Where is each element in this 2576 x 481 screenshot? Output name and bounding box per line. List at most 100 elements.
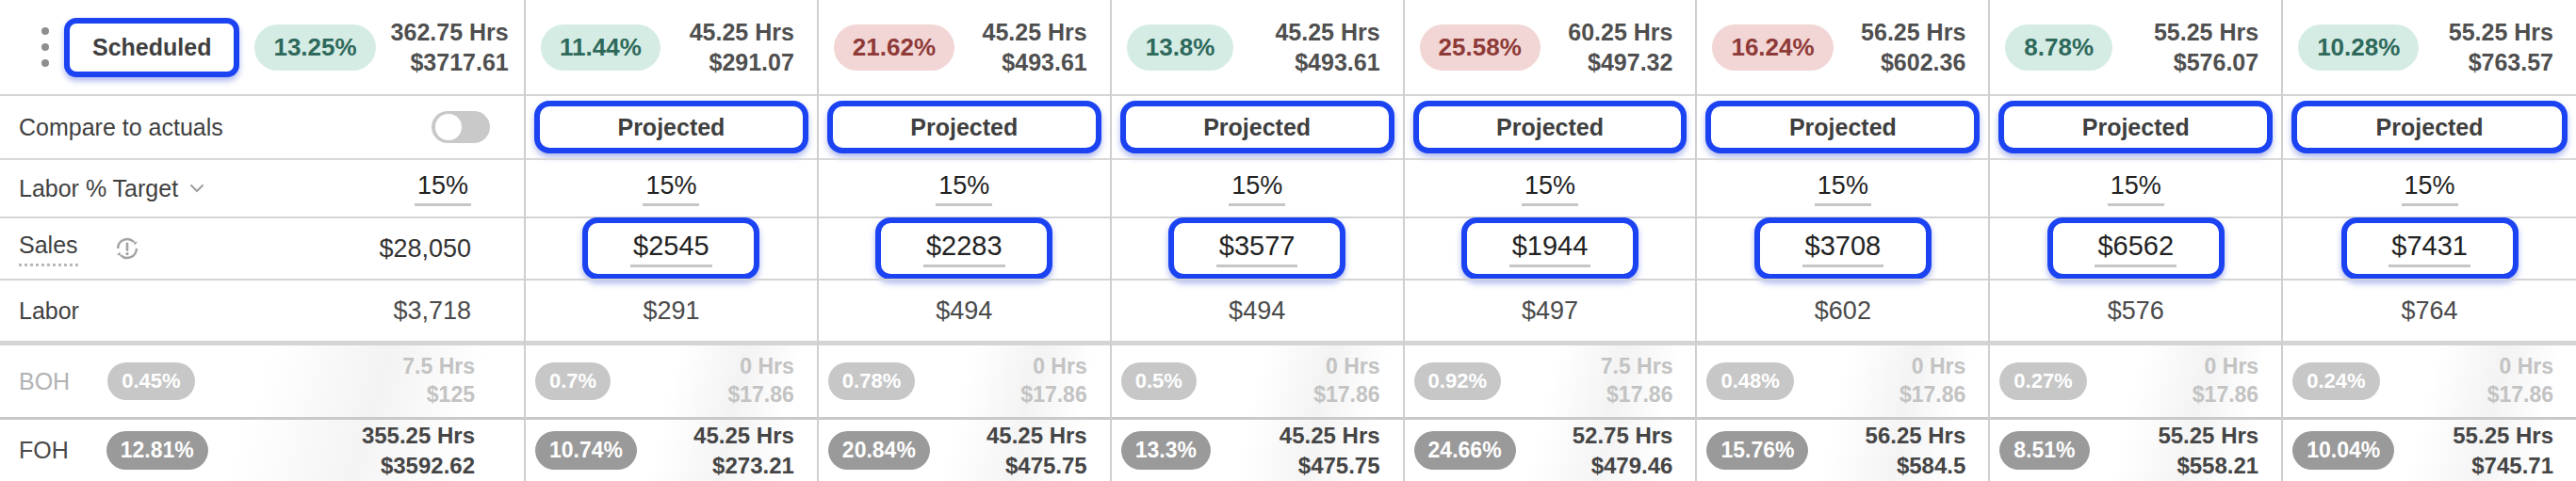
foh-cell: 8.51% 55.25 Hrs$558.21 [1990,417,2281,481]
foh-values: 45.25 Hrs$475.75 [1280,421,1380,479]
boh-percent-badge: 0.7% [535,362,611,400]
boh-percent-badge: 0.27% [1999,362,2086,400]
labor-target-value[interactable]: 15% [2108,171,2164,206]
boh-cell: 0.7% 0 Hrs$17.86 [526,341,817,417]
sales-value-input[interactable]: $2545 [582,217,759,280]
day-column: 10.28% 55.25 Hrs$763.57 Projected 15% $7… [2283,0,2576,481]
day-header-cell: 16.24% 56.25 Hrs$602.36 [1697,0,1988,94]
foh-percent-badge: 24.66% [1414,431,1516,470]
labor-target-value[interactable]: 15% [2402,171,2458,206]
labor-target-value[interactable]: 15% [936,171,992,206]
labor-value: $291 [643,297,699,326]
day-column: 25.58% 60.25 Hrs$497.32 Projected 15% $1… [1405,0,1698,481]
sales-value-input[interactable]: $7431 [2341,217,2519,280]
labor-cell: $576 [1990,279,2281,341]
labor-total: $3,718 [393,297,471,326]
day-header-cell: 10.28% 55.25 Hrs$763.57 [2283,0,2576,94]
day-scheduled-totals: 55.25 Hrs$576.07 [2154,17,2258,77]
boh-percent-badge: 0.45% [107,362,194,400]
day-header-cell: 21.62% 45.25 Hrs$493.61 [819,0,1110,94]
sales-value-input[interactable]: $6562 [2047,217,2225,280]
sales-cell: $2283 [819,216,1110,279]
sales-total: $28,050 [379,234,471,264]
labor-target-cell: 15% [1990,158,2281,216]
projected-button[interactable]: Projected [1120,101,1394,153]
labor-target-dropdown[interactable]: Labor % Target [19,175,208,202]
labor-cell: $291 [526,279,817,341]
foh-percent-badge: 20.84% [828,431,930,470]
foh-cell: 10.74% 45.25 Hrs$273.21 [526,417,817,481]
sales-value-input[interactable]: $3577 [1168,217,1345,280]
labor-percent-badge: 13.8% [1127,24,1234,71]
labor-target-cell: 15% [526,158,817,216]
compare-to-actuals-label: Compare to actuals [19,114,223,141]
projected-button[interactable]: Projected [1705,101,1980,153]
day-header-cell: 8.78% 55.25 Hrs$576.07 [1990,0,2281,94]
projected-button[interactable]: Projected [534,101,808,153]
day-scheduled-totals: 56.25 Hrs$602.36 [1861,17,1965,77]
boh-cell: 0.78% 0 Hrs$17.86 [819,341,1110,417]
labor-cell: $494 [819,279,1110,341]
chevron-down-icon [186,177,208,200]
labor-cell: $764 [2283,279,2576,341]
labor-target-cell: 15% [1112,158,1403,216]
labor-value: $494 [1229,297,1285,326]
scheduled-button[interactable]: Scheduled [64,18,239,77]
foh-row-label-cell: FOH 12.81% 355.25 Hrs$3592.62 [0,417,524,481]
projected-button[interactable]: Projected [1998,101,2273,153]
boh-values: 0 Hrs$17.86 [1313,353,1379,409]
labor-cell: $602 [1697,279,1988,341]
labor-percent-badge: 16.24% [1712,24,1833,71]
day-header-cell: 25.58% 60.25 Hrs$497.32 [1405,0,1696,94]
sales-cell: $1944 [1405,216,1696,279]
boh-label: BOH [19,368,70,395]
labor-value: $494 [936,297,992,326]
day-scheduled-totals: 45.25 Hrs$493.61 [983,17,1087,77]
projected-cell: Projected [1405,94,1696,158]
labor-target-value[interactable]: 15% [1229,171,1285,206]
labor-row-label-cell: Labor $3,718 [0,279,524,341]
day-column: 21.62% 45.25 Hrs$493.61 Projected 15% $2… [819,0,1112,481]
compare-to-actuals-toggle[interactable] [432,111,490,143]
boh-percent-badge: 0.78% [828,362,915,400]
labor-target-value[interactable]: 15% [1815,171,1871,206]
day-column: 13.8% 45.25 Hrs$493.61 Projected 15% $35… [1112,0,1405,481]
boh-values: 0 Hrs$17.86 [728,353,794,409]
scheduled-totals: 362.75 Hrs$3717.61 [391,17,509,77]
foh-cell: 24.66% 52.75 Hrs$479.46 [1405,417,1696,481]
foh-cell: 15.76% 56.25 Hrs$584.5 [1697,417,1988,481]
projected-button[interactable]: Projected [1413,101,1687,153]
sales-cell: $3577 [1112,216,1403,279]
labor-target-value[interactable]: 15% [1522,171,1578,206]
summary-column: Scheduled 13.25% 362.75 Hrs$3717.61 Comp… [0,0,526,481]
projected-cell: Projected [2283,94,2576,158]
boh-values: 0 Hrs$17.86 [2487,353,2553,409]
sales-cell: $3708 [1697,216,1988,279]
labor-cell: $494 [1112,279,1403,341]
labor-target-cell: 15% [1405,158,1696,216]
labor-value: $576 [2108,297,2164,326]
labor-budget-table: Scheduled 13.25% 362.75 Hrs$3717.61 Comp… [0,0,2576,481]
foh-values: 55.25 Hrs$745.71 [2453,421,2553,479]
sales-value-input[interactable]: $2283 [875,217,1052,280]
labor-target-value[interactable]: 15% [643,171,699,206]
sales-value-input[interactable]: $1944 [1461,217,1639,280]
labor-target-total[interactable]: 15% [415,171,471,206]
day-column: 8.78% 55.25 Hrs$576.07 Projected 15% $65… [1990,0,2283,481]
drag-handle-icon[interactable] [41,27,49,67]
boh-row-label-cell: BOH 0.45% 7.5 Hrs$125 [0,341,524,417]
projected-cell: Projected [1990,94,2281,158]
sales-row-label-cell: Sales $28,050 [0,216,524,279]
foh-percent-badge: 13.3% [1121,431,1211,470]
projected-cell: Projected [1112,94,1403,158]
projected-button[interactable]: Projected [2291,101,2568,153]
sales-value-input[interactable]: $3708 [1754,217,1932,280]
labor-percent-badge: 11.44% [541,24,660,71]
boh-percent-badge: 0.24% [2292,362,2379,400]
projected-cell: Projected [819,94,1110,158]
projected-button[interactable]: Projected [827,101,1101,153]
foh-percent-badge: 8.51% [1999,431,2089,470]
boh-cell: 0.5% 0 Hrs$17.86 [1112,341,1403,417]
labor-target-cell: 15% [2283,158,2576,216]
boh-totals: 7.5 Hrs$125 [402,353,475,409]
